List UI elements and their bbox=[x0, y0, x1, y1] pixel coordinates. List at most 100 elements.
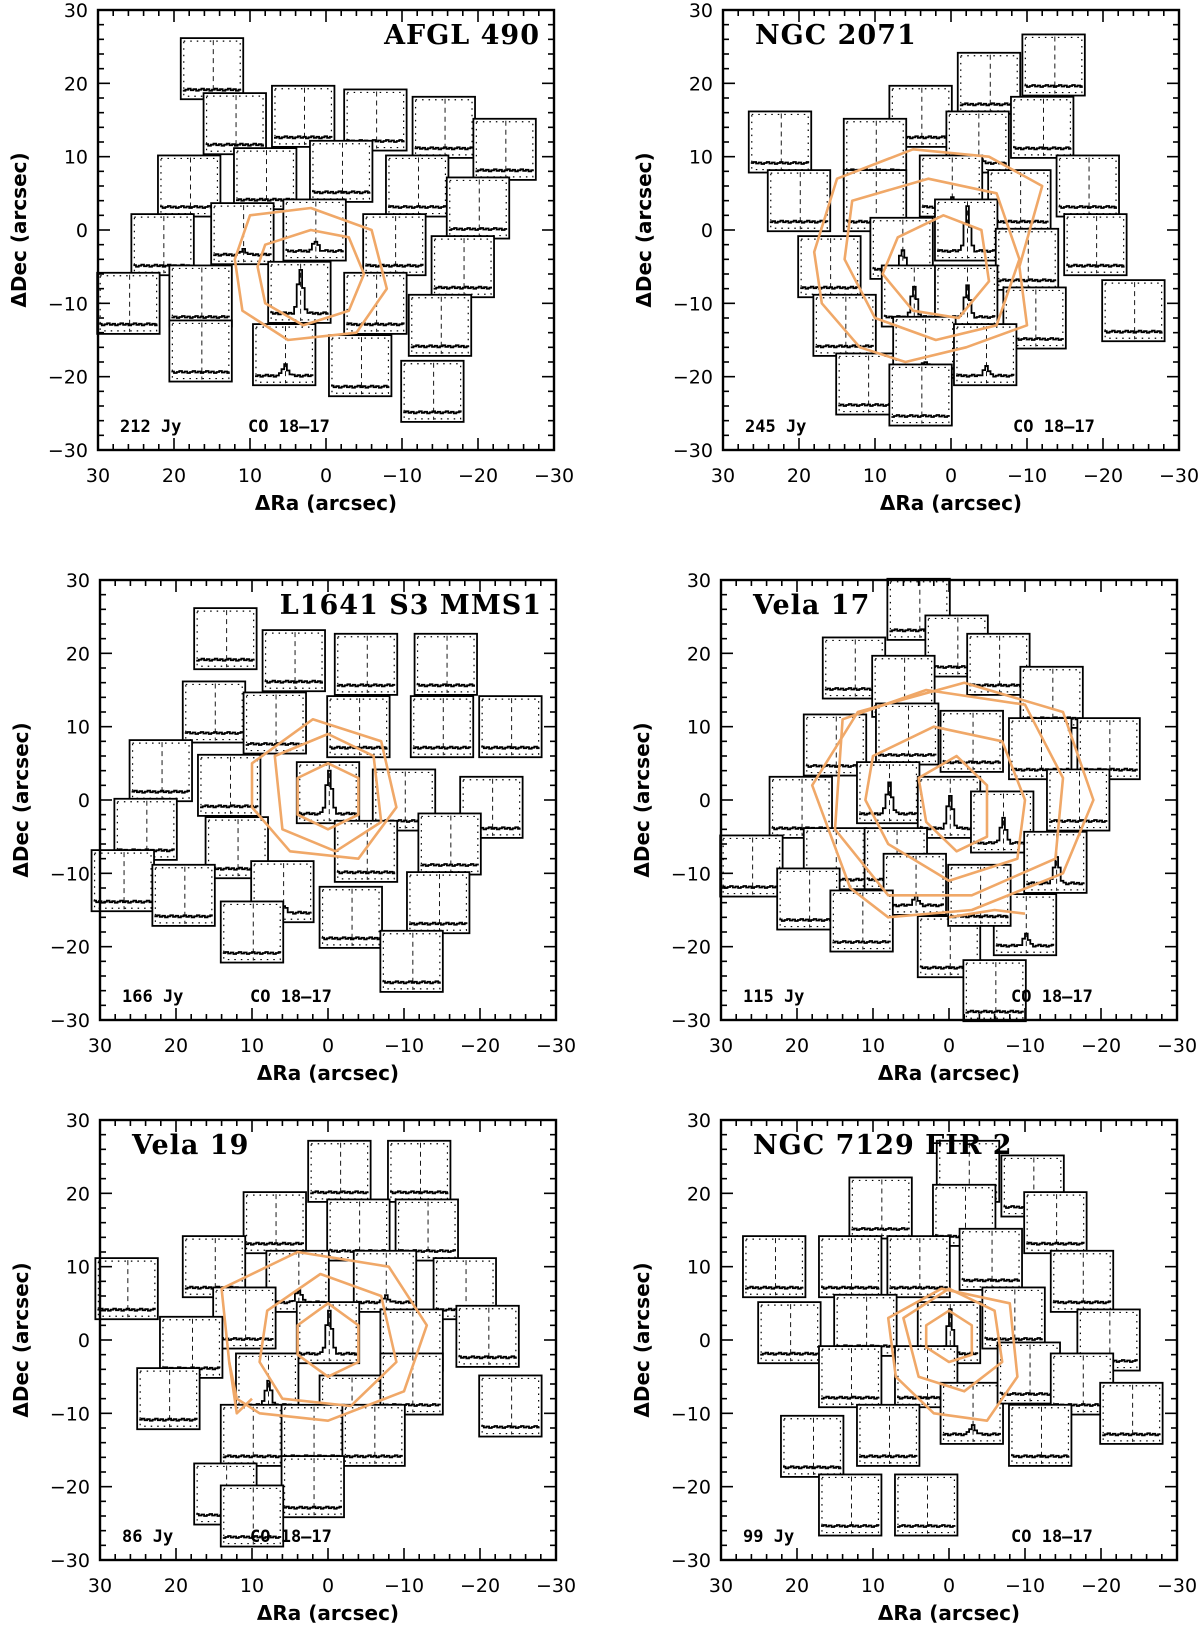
continuum-contour bbox=[258, 1272, 398, 1408]
spaxel-box bbox=[478, 695, 543, 759]
spaxel-box bbox=[96, 271, 161, 335]
spaxel-tick-border bbox=[93, 852, 152, 909]
y-tick-label: 30 bbox=[66, 1110, 90, 1132]
spaxel-spectrum bbox=[1026, 1241, 1085, 1246]
spaxel-box bbox=[918, 154, 984, 218]
x-tick-label: −30 bbox=[1159, 465, 1199, 487]
y-tick-label: 20 bbox=[689, 73, 713, 95]
spaxel-tick-border bbox=[939, 1143, 997, 1200]
spaxel-tick-border bbox=[806, 716, 864, 774]
y-tick-label: 20 bbox=[64, 73, 88, 95]
spaxel-tick-border bbox=[403, 363, 462, 420]
spaxel-tick-border bbox=[779, 870, 838, 928]
panel-title: NGC 7129 FIR 2 bbox=[753, 1130, 1013, 1161]
x-tick-label: 0 bbox=[322, 1575, 334, 1597]
spaxel-tick-border bbox=[751, 113, 809, 171]
spaxel-tick-border bbox=[131, 742, 190, 799]
y-tick-label: −30 bbox=[50, 1010, 90, 1032]
spaxel-tick-border bbox=[836, 1297, 895, 1354]
spaxel-box bbox=[1010, 95, 1075, 159]
y-tick-label: 0 bbox=[78, 790, 90, 812]
x-tick-label: −20 bbox=[460, 1035, 500, 1057]
x-tick-label: −20 bbox=[1081, 1035, 1121, 1057]
x-tick-label: 20 bbox=[787, 465, 811, 487]
spaxel-tick-border bbox=[375, 771, 433, 829]
spaxel-box bbox=[168, 264, 233, 328]
y-axis-label: ΔDec (arcsec) bbox=[630, 1262, 654, 1417]
spaxel-tick-border bbox=[416, 636, 475, 693]
spaxel-tick-border bbox=[889, 581, 948, 638]
spaxel-spectrum bbox=[196, 657, 255, 662]
spaxel-tick-border bbox=[337, 636, 395, 693]
spaxel-tick-border bbox=[116, 801, 175, 858]
spaxel-spectrum bbox=[154, 914, 213, 919]
spaxel-box bbox=[219, 900, 285, 964]
spaxel-tick-border bbox=[346, 275, 405, 332]
spaxel-box bbox=[455, 1304, 520, 1368]
spaxel-tick-border bbox=[969, 636, 1028, 693]
y-tick-label: −10 bbox=[671, 863, 711, 885]
spaxel-spectrum bbox=[969, 683, 1028, 688]
continuum-contour bbox=[296, 1302, 360, 1378]
x-tick-label: −30 bbox=[1157, 1575, 1197, 1597]
spaxel-tick-border bbox=[388, 157, 447, 215]
spaxel-tick-border bbox=[806, 830, 864, 887]
spaxel-tick-border bbox=[1011, 720, 1070, 777]
spaxel-tick-border bbox=[922, 157, 980, 215]
x-axis-label: ΔRa (arcsec) bbox=[878, 1061, 1020, 1085]
y-tick-label: 10 bbox=[687, 717, 711, 739]
y-axis-label: ΔDec (arcsec) bbox=[9, 1262, 33, 1417]
spaxel-box bbox=[1063, 213, 1128, 277]
spaxel-tick-border bbox=[851, 1179, 910, 1237]
spaxel-spectrum bbox=[961, 1278, 1020, 1283]
spaxel-spectrum bbox=[182, 87, 242, 92]
spaxel-tick-border bbox=[821, 1238, 880, 1295]
spaxel-tick-border bbox=[920, 918, 978, 975]
y-tick-label: 0 bbox=[699, 790, 711, 812]
spaxel-tick-border bbox=[872, 220, 931, 277]
spaxel-spectrum bbox=[97, 1307, 156, 1312]
x-tick-label: −30 bbox=[534, 465, 574, 487]
spaxel-box bbox=[916, 775, 982, 839]
spaxel-tick-border bbox=[783, 1418, 842, 1475]
spaxel-tick-border bbox=[948, 113, 1007, 171]
spaxel-spectrum bbox=[1102, 1432, 1161, 1437]
spaxel-box bbox=[1023, 1191, 1088, 1255]
spaxel-box bbox=[766, 169, 832, 233]
spaxel-tick-border bbox=[961, 1231, 1020, 1288]
y-axis-label: ΔDec (arcsec) bbox=[7, 152, 31, 307]
spaxel-tick-border bbox=[1013, 99, 1072, 156]
spaxel-spectrum bbox=[745, 1285, 804, 1290]
x-tick-label: 10 bbox=[863, 465, 887, 487]
spaxel-tick-border bbox=[382, 933, 441, 990]
spaxel-spectrum bbox=[458, 1355, 517, 1360]
spaxel-tick-border bbox=[874, 658, 933, 715]
panel-4: 30 20 10 0 −10 −20 −30 −30 −20 −10 0 10 20 30 ΔRa (arc… bbox=[9, 1110, 576, 1625]
continuum-contour bbox=[881, 214, 991, 320]
y-tick-label: 30 bbox=[689, 0, 713, 22]
continuum-contour bbox=[810, 681, 1095, 919]
spaxel-tick-border bbox=[838, 355, 897, 413]
spaxel-tick-border bbox=[846, 121, 904, 178]
y-tick-label: 30 bbox=[687, 1110, 711, 1132]
spaxel-tick-border bbox=[1003, 1157, 1062, 1215]
continuum-contour bbox=[843, 177, 1021, 342]
line-label: CO 18–17 bbox=[250, 1527, 332, 1547]
spaxel-box bbox=[261, 629, 326, 693]
spaxel-tick-border bbox=[283, 1407, 342, 1464]
x-tick-label: 10 bbox=[240, 1575, 264, 1597]
flux-label: 245 Jy bbox=[745, 417, 806, 437]
spaxel-box bbox=[181, 680, 247, 744]
y-tick-label: −30 bbox=[671, 1010, 711, 1032]
spaxel-tick-border bbox=[920, 779, 978, 836]
spaxel-spectrum bbox=[382, 980, 441, 985]
spaxel-box bbox=[352, 1249, 418, 1313]
spaxel-tick-border bbox=[1053, 1355, 1111, 1413]
spaxel-tick-border bbox=[346, 91, 405, 149]
spaxel-box bbox=[1055, 154, 1120, 218]
spaxel-box bbox=[445, 176, 511, 240]
spaxel-tick-border bbox=[196, 1465, 255, 1523]
spaxel-box bbox=[934, 198, 999, 262]
spaxel-tick-border bbox=[382, 1355, 441, 1413]
spaxel-spectrum bbox=[1024, 84, 1083, 88]
